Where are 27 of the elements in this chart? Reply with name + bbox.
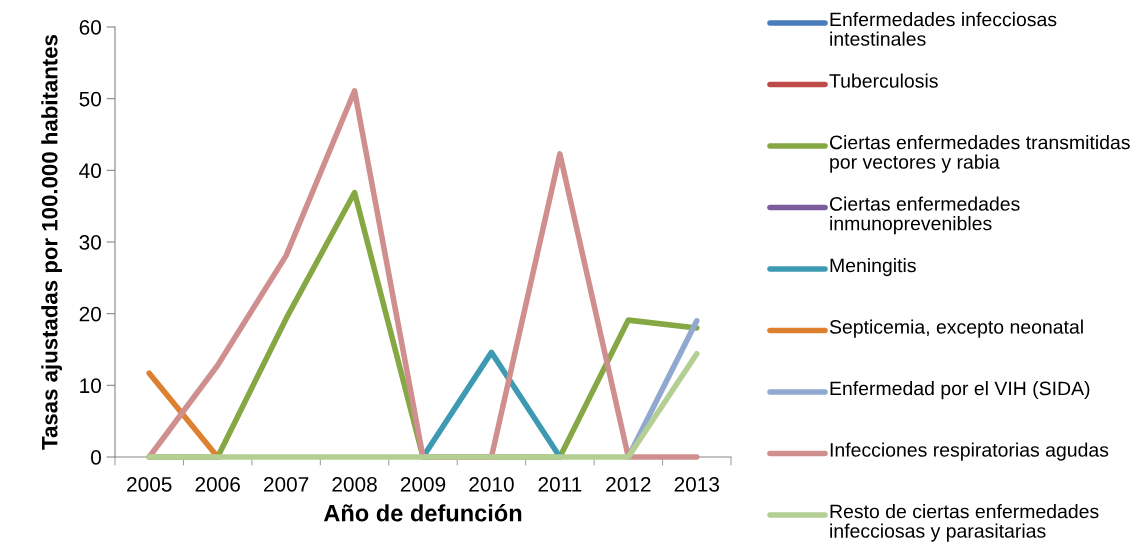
legend-label: Infecciones respiratorias agudas <box>830 442 1109 461</box>
y-tick-label: 10 <box>80 378 101 394</box>
x-tick-label: 2007 <box>263 476 309 492</box>
legend-label: Enfermedad por el VIH (SIDA) <box>830 381 1090 400</box>
x-tick-label: 2009 <box>400 476 446 492</box>
y-tick-label: 20 <box>79 306 101 322</box>
x-tick-label: 2011 <box>538 476 582 492</box>
x-tick-label: 2010 <box>469 476 514 492</box>
y-axis-title: Tasas ajustadas por 100.000 habitantes <box>41 34 62 450</box>
x-tick-label: 2006 <box>195 476 240 492</box>
y-tick-label: 40 <box>79 163 101 179</box>
x-axis-title: Año de defunción <box>323 503 522 522</box>
x-tick-label: 2012 <box>606 476 651 492</box>
y-tick-label: 30 <box>79 235 101 250</box>
y-tick-label: 0 <box>91 450 101 465</box>
x-tick-label: 2005 <box>127 476 172 492</box>
legend-label: Resto de ciertas enfermedades infecciosas y parasitarias <box>830 504 1099 542</box>
legend-label: Enfermedades infecciosas intestinales <box>830 12 1057 46</box>
x-tick-label: 2013 <box>674 476 720 492</box>
legend-label: Meningitis <box>830 258 916 277</box>
legend-label: Septicemia, excepto neonatal <box>829 319 1083 338</box>
legend-label: Tuberculosis <box>829 73 938 88</box>
legend-label: Ciertas enfermedades transmitidas por vectores y rabia <box>829 135 1130 173</box>
x-tick-label: 2008 <box>332 476 377 492</box>
legend-label: Ciertas enfermedades inmunoprevenibles <box>829 196 1020 235</box>
y-tick-label: 50 <box>79 91 101 107</box>
y-tick-label: 60 <box>79 20 101 35</box>
